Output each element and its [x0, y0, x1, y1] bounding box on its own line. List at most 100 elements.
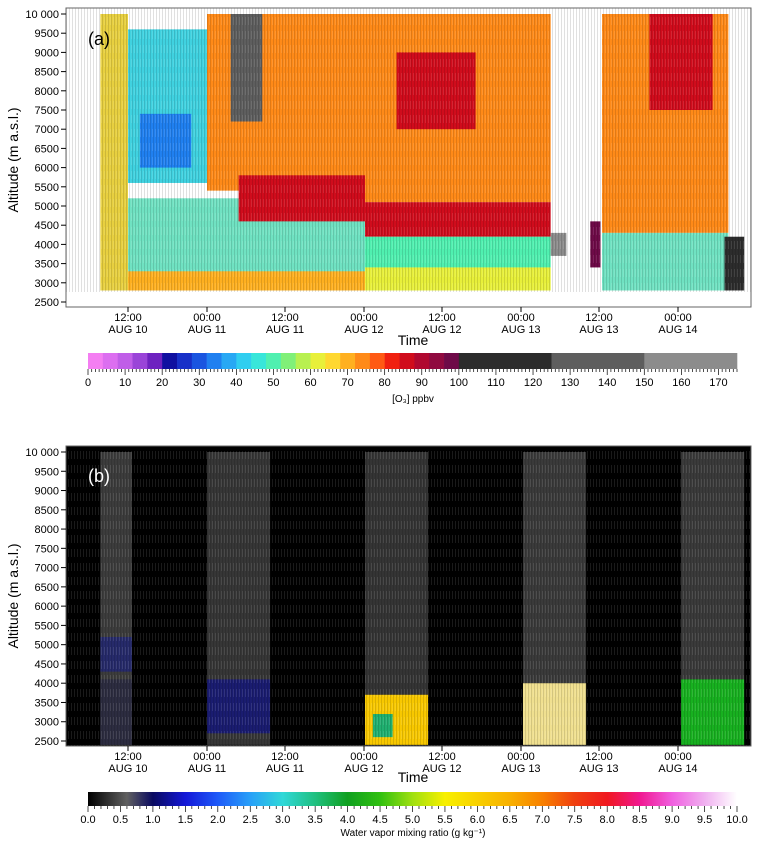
b-y-tick-label: 6500 [35, 582, 59, 594]
ozone-colorbar-bin [162, 353, 178, 369]
a-x-tick-date: AUG 11 [266, 324, 304, 336]
ozone-colorbar-bin [369, 353, 385, 369]
ozone-colorbar-tick-label: 10 [119, 377, 131, 389]
a-y-tick-label: 7500 [35, 105, 59, 117]
ozone-panel: 2500300035004000450050005500600065007000… [5, 7, 752, 405]
b-x-tick-time: 00:00 [350, 751, 378, 763]
ozone-colorbar-tick-label: 20 [156, 377, 168, 389]
water-vapor-y-axis: 2500 3000 3500 4000 4500 5000 5500 6000 6500 7000… [25, 447, 66, 748]
ozone-colorbar-bin [221, 353, 237, 369]
a-y-tick-label: 7000 [35, 124, 59, 136]
ozone-colorbar-bin [147, 353, 163, 369]
ozone-colorbar-tick-label: 50 [267, 377, 279, 389]
water-vapor-panel-label: (b) [88, 466, 110, 486]
a-y-tick-label: 3000 [35, 278, 59, 290]
ozone-y-axis-title: Altitude (m a.s.l.) [5, 107, 21, 212]
a-x-tick-date: AUG 11 [188, 324, 226, 336]
b-y-tick-label: 9000 [35, 486, 59, 498]
b-y-tick-label: 6000 [35, 601, 59, 613]
b-y-tick-label: 4000 [35, 678, 59, 690]
water-vapor-colorbar-tick-label: 3.5 [308, 814, 323, 826]
a-x-tick-time: 00:00 [193, 312, 221, 324]
ozone-colorbar-tick-label: 90 [416, 377, 428, 389]
ozone-colorbar-bin [355, 353, 371, 369]
b-x-tick-time: 12:00 [114, 751, 142, 763]
water-vapor-panel: 2500 3000 3500 4000 4500 5000 5500 6000 6500 7000… [5, 445, 752, 839]
ozone-colorbar-bin [340, 353, 356, 369]
ozone-colorbar-bin [295, 353, 311, 369]
ozone-colorbar-bin [191, 353, 207, 369]
water-vapor-colorbar-tick-label: 8.5 [632, 814, 647, 826]
a-y-tick-label: 4500 [35, 220, 59, 232]
water-vapor-colorbar-tick-label: 5.5 [437, 814, 452, 826]
water-vapor-colorbar-tick-label: 6.5 [502, 814, 517, 826]
ozone-colorbar-bin [384, 353, 400, 369]
ozone-colorbar-tick-label: 140 [598, 377, 616, 389]
water-vapor-colorbar-tick-label: 2.5 [243, 814, 258, 826]
a-x-tick-time: 12:00 [428, 312, 456, 324]
b-x-tick-time: 00:00 [193, 751, 221, 763]
ozone-heatmap-area [66, 8, 751, 307]
ozone-colorbar-bin [310, 353, 326, 369]
a-x-tick-date: AUG 12 [344, 324, 383, 336]
a-x-tick-time: 12:00 [271, 312, 299, 324]
ozone-plot-frame [65, 7, 752, 308]
a-y-tick-label: 8500 [35, 67, 59, 79]
water-vapor-colorbar-tick-label: 3.0 [275, 814, 290, 826]
ozone-colorbar-bin [429, 353, 445, 369]
ozone-colorbar-tick-label: 60 [304, 377, 316, 389]
ozone-colorbar-tick-label: 120 [524, 377, 542, 389]
ozone-colorbar-tick-label: 0 [85, 377, 91, 389]
b-x-tick-time: 00:00 [507, 751, 535, 763]
a-x-tick-time: 00:00 [664, 312, 692, 324]
b-y-tick-label: 3500 [35, 697, 59, 709]
water-vapor-y-axis-title: Altitude (m a.s.l.) [5, 543, 21, 648]
ozone-colorbar-bin [458, 353, 552, 369]
ozone-colorbar-bin [177, 353, 193, 369]
ozone-colorbar-ticks: 0 10 20 30 40 50 60 70 80 90 100 110 120 130 140 150 160… [85, 369, 738, 389]
ozone-colorbar-bin [251, 353, 267, 369]
b-x-tick-date: AUG 14 [658, 763, 697, 775]
a-x-tick-date: AUG 10 [108, 324, 147, 336]
water-vapor-colorbar-tick-label: 2.0 [210, 814, 225, 826]
water-vapor-colorbar-title: Water vapor mixing ratio (g kg⁻¹) [341, 828, 486, 839]
b-y-tick-label: 5500 [35, 620, 59, 632]
b-y-tick-label: 5000 [35, 640, 59, 652]
water-vapor-colorbar-tick-label: 1.0 [145, 814, 160, 826]
water-vapor-colorbar-tick-label: 9.0 [664, 814, 679, 826]
ozone-colorbar-tick-label: 110 [487, 377, 505, 389]
a-y-tick-label: 10 000 [25, 9, 59, 21]
a-y-tick-label: 3500 [35, 259, 59, 271]
ozone-colorbar-bin [414, 353, 430, 369]
water-vapor-streak-overlay [66, 446, 751, 746]
b-y-tick-label: 8500 [35, 505, 59, 517]
water-vapor-colorbar [88, 792, 737, 806]
ozone-colorbar [88, 353, 738, 369]
water-vapor-colorbar-tick-label: 1.5 [178, 814, 193, 826]
ozone-y-axis: 2500 3000 3500 4000 4500 5000 5500 6000 6500 7000… [25, 9, 66, 309]
ozone-x-axis-title: Time [398, 332, 429, 348]
a-x-tick-time: 00:00 [507, 312, 535, 324]
a-y-tick-label: 2500 [35, 297, 59, 309]
a-x-tick-time: 12:00 [585, 312, 613, 324]
b-x-tick-time: 12:00 [428, 751, 456, 763]
a-x-tick-time: 12:00 [114, 312, 142, 324]
ozone-panel-label: (a) [88, 29, 110, 49]
b-x-tick-date: AUG 10 [108, 763, 147, 775]
a-y-tick-label: 5500 [35, 182, 59, 194]
water-vapor-colorbar-tick-label: 7.0 [535, 814, 550, 826]
b-y-tick-label: 7000 [35, 563, 59, 575]
water-vapor-heatmap-area [66, 446, 751, 746]
ozone-colorbar-bin [132, 353, 148, 369]
water-vapor-colorbar-tick-label: 4.0 [340, 814, 355, 826]
ozone-colorbar-bin [644, 353, 738, 369]
a-y-tick-label: 9000 [35, 47, 59, 59]
water-vapor-colorbar-tick-label: 0.0 [80, 814, 95, 826]
ozone-colorbar-bin [236, 353, 252, 369]
water-vapor-colorbar-tick-label: 8.0 [600, 814, 615, 826]
a-y-tick-label: 4000 [35, 239, 59, 251]
ozone-colorbar-bin [117, 353, 133, 369]
ozone-colorbar-tick-label: 80 [379, 377, 391, 389]
